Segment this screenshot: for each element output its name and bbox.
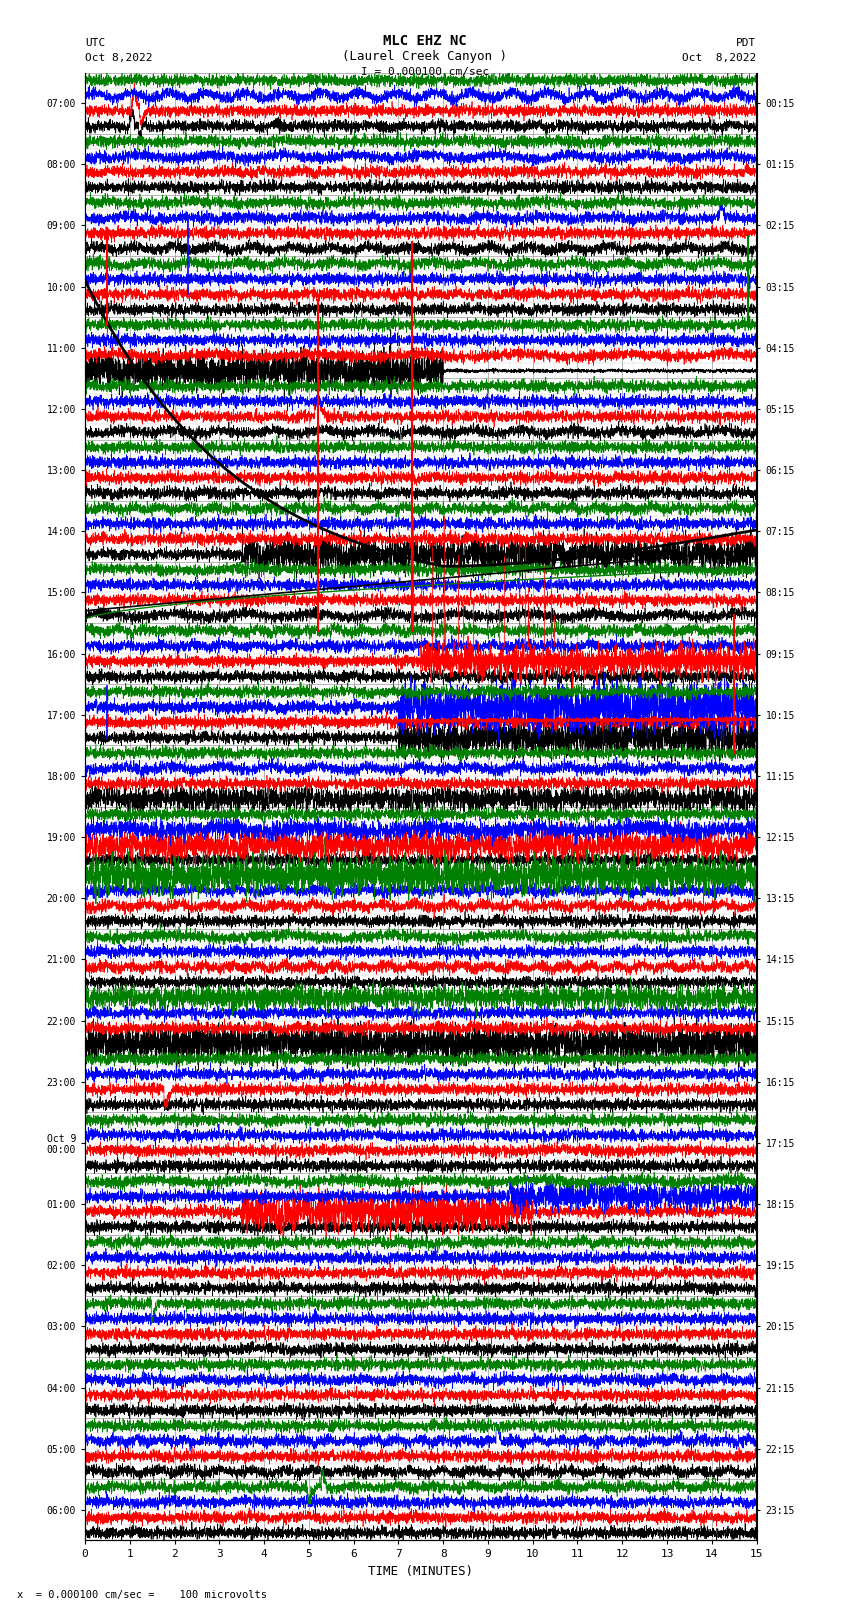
Text: UTC: UTC (85, 39, 105, 48)
Text: (Laurel Creek Canyon ): (Laurel Creek Canyon ) (343, 50, 507, 63)
Text: x  = 0.000100 cm/sec =    100 microvolts: x = 0.000100 cm/sec = 100 microvolts (17, 1590, 267, 1600)
Text: PDT: PDT (736, 39, 756, 48)
X-axis label: TIME (MINUTES): TIME (MINUTES) (368, 1565, 473, 1578)
Text: MLC EHZ NC: MLC EHZ NC (383, 34, 467, 48)
Text: Oct  8,2022: Oct 8,2022 (683, 53, 756, 63)
Text: I = 0.000100 cm/sec: I = 0.000100 cm/sec (361, 68, 489, 77)
Text: Oct 8,2022: Oct 8,2022 (85, 53, 152, 63)
